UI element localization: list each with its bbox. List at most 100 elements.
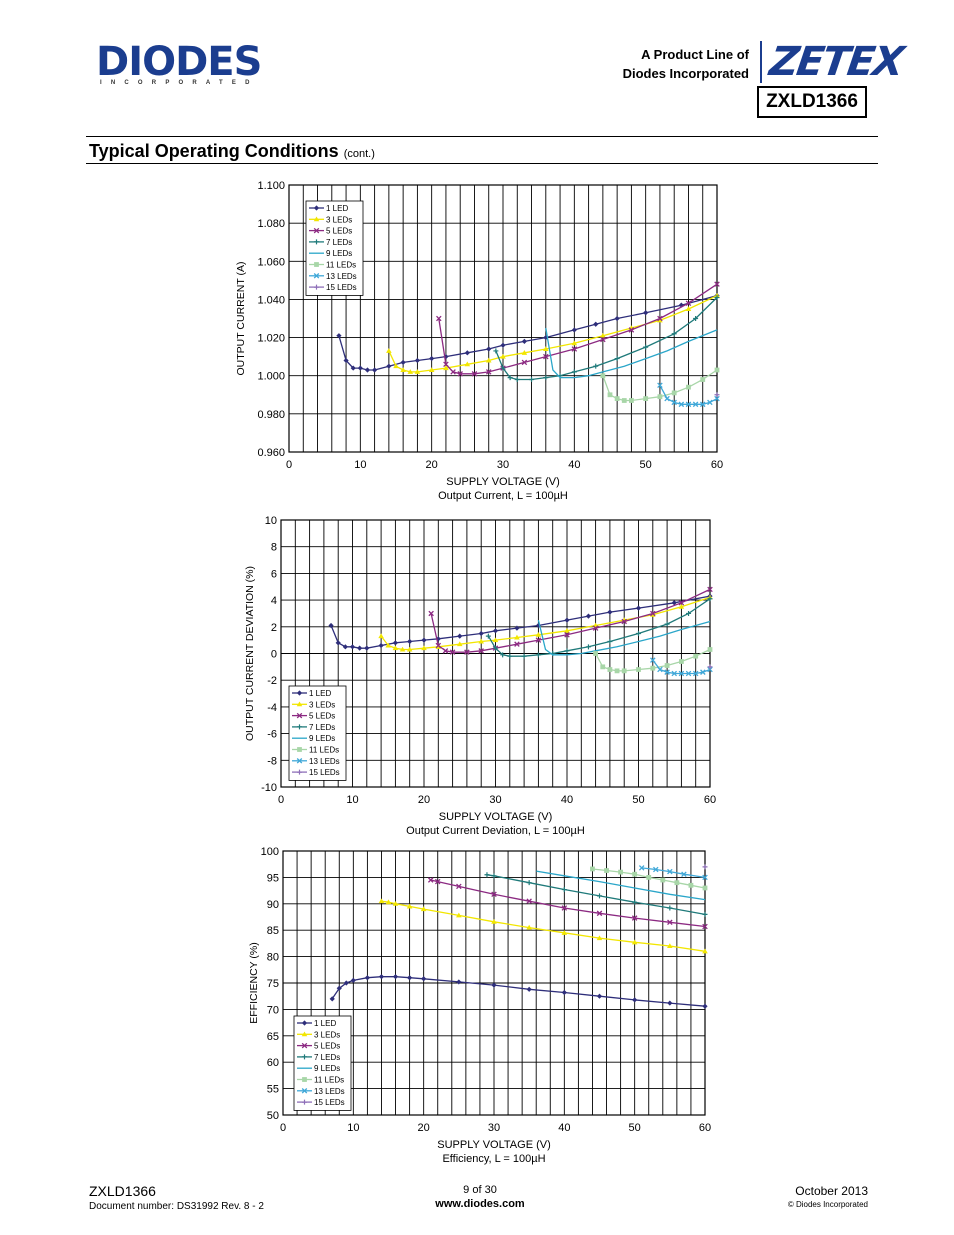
x-tick-label: 10 — [347, 1122, 359, 1134]
data-point — [526, 924, 532, 930]
data-point — [514, 641, 520, 647]
section-title-suffix: (cont.) — [343, 148, 375, 160]
data-point — [486, 346, 492, 352]
x-tick-label: 60 — [704, 794, 716, 806]
data-point — [671, 390, 677, 396]
plot-frame — [288, 184, 718, 453]
x-tick-label: 60 — [699, 1122, 711, 1134]
logo-subtext: INCORPORATED — [100, 80, 259, 86]
data-point — [429, 355, 435, 362]
data-point — [671, 600, 677, 606]
legend-swatch-marker — [302, 1077, 307, 1082]
data-point — [707, 399, 713, 406]
data-point — [349, 644, 356, 650]
series-line — [338, 294, 718, 371]
y-tick-label: 6 — [271, 568, 277, 580]
series-9-leds — [545, 327, 718, 379]
data-point — [664, 669, 670, 675]
product-line-2: Diodes Incorporated — [622, 66, 749, 81]
data-point — [643, 310, 649, 316]
series-15-leds — [702, 864, 708, 870]
data-point — [657, 394, 663, 400]
footer-document-number: Document number: DS31992 Rev. 8 - 2 — [89, 1201, 264, 1212]
data-point — [674, 880, 680, 886]
data-point — [392, 640, 398, 646]
legend-label: 3 LEDs — [309, 700, 335, 709]
chart-caption: Efficiency, L = 100µH — [442, 1153, 545, 1165]
data-point — [529, 377, 535, 383]
data-point — [485, 633, 491, 639]
data-point — [631, 915, 638, 921]
data-point — [492, 637, 499, 643]
data-point — [535, 632, 542, 637]
data-point — [685, 670, 692, 677]
data-point — [521, 359, 528, 366]
data-point — [561, 989, 567, 996]
data-point — [593, 363, 599, 369]
y-tick-label: 1.100 — [257, 180, 285, 192]
data-point — [491, 891, 497, 898]
data-point — [435, 642, 442, 649]
y-tick-label: 2 — [271, 622, 277, 634]
series-5-leds — [436, 281, 720, 377]
y-tick-label: 75 — [267, 978, 279, 990]
data-point — [421, 976, 427, 982]
data-point — [485, 357, 492, 363]
x-axis-label: SUPPLY VOLTAGE (V) — [439, 811, 553, 823]
data-point — [692, 401, 699, 408]
section-title: Typical Operating Conditions (cont.) — [89, 141, 375, 162]
x-tick-label: 20 — [418, 1122, 430, 1134]
data-point — [678, 670, 685, 677]
data-point — [635, 605, 642, 611]
data-point — [657, 382, 663, 389]
data-point — [407, 638, 413, 645]
legend-swatch-marker — [314, 262, 319, 267]
series-15-leds — [707, 664, 713, 670]
data-point — [493, 348, 499, 354]
footer-page-number: 9 of 30 — [463, 1184, 497, 1196]
data-point — [526, 986, 532, 992]
data-point — [667, 1000, 673, 1006]
data-point — [685, 401, 692, 408]
data-point — [607, 638, 613, 644]
x-tick-label: 10 — [354, 459, 366, 471]
series-15-leds — [714, 392, 720, 398]
y-tick-label: 1.000 — [257, 371, 285, 383]
x-tick-label: 40 — [558, 1122, 570, 1134]
section-rule-top — [86, 136, 878, 137]
footer-website-link[interactable]: www.diodes.com — [435, 1198, 525, 1210]
data-point — [400, 359, 406, 365]
y-tick-label: -2 — [267, 675, 277, 687]
legend-swatch-marker — [302, 1054, 307, 1060]
data-point — [543, 353, 549, 360]
data-point — [700, 377, 706, 382]
data-point — [593, 321, 599, 327]
legend: 1 LED 3 LEDs 5 LEDs 7 LEDs 9 LEDs 11 LEDs 13 L… — [305, 200, 364, 296]
data-point — [614, 356, 620, 362]
series-line — [381, 900, 706, 952]
legend-label: 5 LEDs — [309, 712, 335, 721]
x-tick-label: 60 — [711, 459, 723, 471]
y-tick-label: 1.080 — [257, 218, 285, 230]
series-9-leds — [536, 870, 706, 901]
data-point — [607, 392, 613, 398]
data-point — [386, 363, 392, 369]
data-point — [702, 1003, 708, 1009]
data-point — [500, 652, 506, 658]
x-tick-label: 0 — [278, 794, 284, 806]
series-3-leds — [386, 292, 720, 374]
data-point — [681, 871, 687, 877]
data-point — [457, 371, 463, 377]
data-point — [714, 395, 720, 402]
y-tick-label: 0.980 — [257, 409, 285, 421]
legend-label: 13 LEDs — [326, 272, 357, 281]
product-line: A Product Line of Diodes Incorporated — [623, 45, 749, 83]
data-point — [478, 648, 484, 654]
data-point — [443, 354, 449, 360]
data-point — [392, 645, 399, 651]
data-point — [543, 346, 549, 352]
data-point — [693, 316, 699, 321]
legend-label: 9 LEDs — [314, 1064, 340, 1073]
data-point — [406, 903, 413, 909]
data-point — [357, 645, 363, 651]
